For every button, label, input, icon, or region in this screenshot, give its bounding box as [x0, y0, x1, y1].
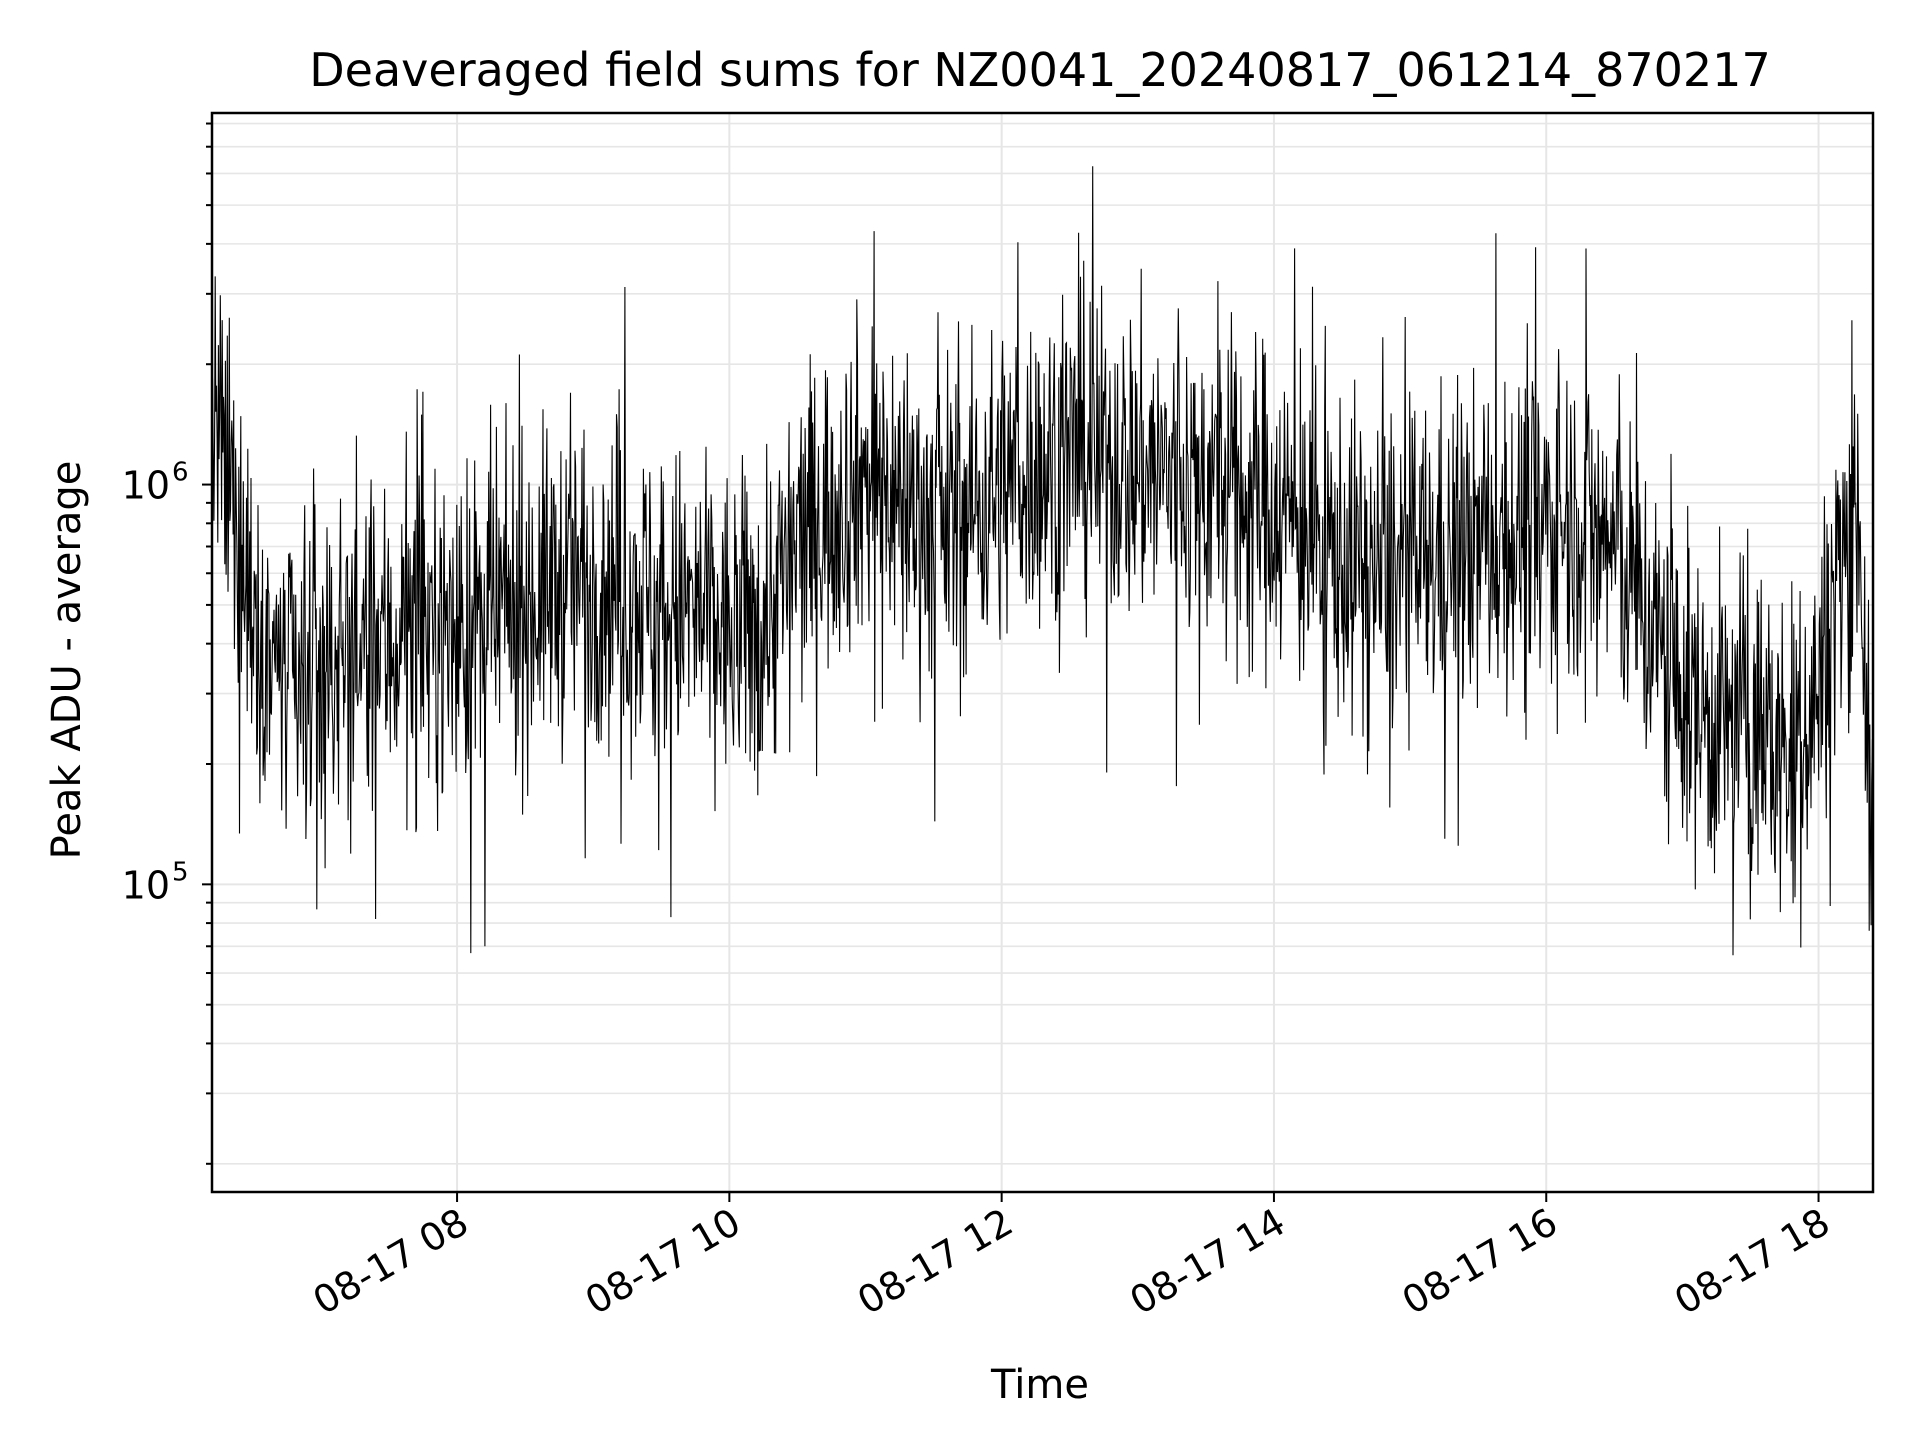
y-tick-label-exponent: 5 — [172, 857, 189, 887]
plot-frame — [210, 111, 1875, 1194]
series-line — [211, 166, 1874, 959]
x-axis-label: Time — [990, 1362, 1089, 1408]
chart-title: Deaveraged field sums for NZ0041_2024081… — [309, 43, 1770, 97]
grid — [212, 113, 1873, 1192]
y-tick-label: 10 — [122, 464, 170, 508]
y-tick-label: 10 — [122, 863, 170, 907]
y-tick-label-exponent: 6 — [172, 458, 189, 488]
plot-area — [211, 166, 1874, 959]
y-axis-label: Peak ADU - average — [44, 461, 90, 860]
